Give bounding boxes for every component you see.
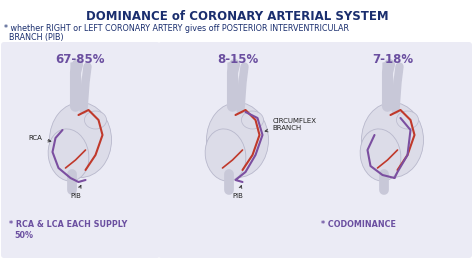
Ellipse shape xyxy=(48,129,89,181)
Text: * CODOMINANCE: * CODOMINANCE xyxy=(321,220,396,229)
Text: 8-15%: 8-15% xyxy=(217,53,258,66)
Text: PIB: PIB xyxy=(71,185,82,199)
FancyBboxPatch shape xyxy=(1,42,160,258)
FancyBboxPatch shape xyxy=(158,42,317,258)
Text: PIB: PIB xyxy=(233,185,243,199)
Ellipse shape xyxy=(84,111,107,129)
Ellipse shape xyxy=(362,102,423,177)
Ellipse shape xyxy=(360,129,401,181)
Text: * whether RIGHT or LEFT CORONARY ARTERY gives off POSTERIOR INTERVENTRICULAR: * whether RIGHT or LEFT CORONARY ARTERY … xyxy=(4,24,349,33)
Text: 67-85%: 67-85% xyxy=(56,53,105,66)
Text: RCA: RCA xyxy=(28,135,51,142)
Ellipse shape xyxy=(207,102,268,177)
Ellipse shape xyxy=(241,111,264,129)
Text: DOMINANCE of CORONARY ARTERIAL SYSTEM: DOMINANCE of CORONARY ARTERIAL SYSTEM xyxy=(86,10,388,23)
Ellipse shape xyxy=(205,129,246,181)
Text: BRANCH (PIB): BRANCH (PIB) xyxy=(4,33,64,42)
Text: 7-18%: 7-18% xyxy=(372,53,413,66)
Text: CIRCUMFLEX
BRANCH: CIRCUMFLEX BRANCH xyxy=(265,118,317,132)
FancyBboxPatch shape xyxy=(313,42,472,258)
Ellipse shape xyxy=(49,102,111,177)
Ellipse shape xyxy=(396,111,419,129)
Text: * RCA & LCA EACH SUPPLY: * RCA & LCA EACH SUPPLY xyxy=(9,220,128,229)
Text: 50%: 50% xyxy=(14,231,33,240)
